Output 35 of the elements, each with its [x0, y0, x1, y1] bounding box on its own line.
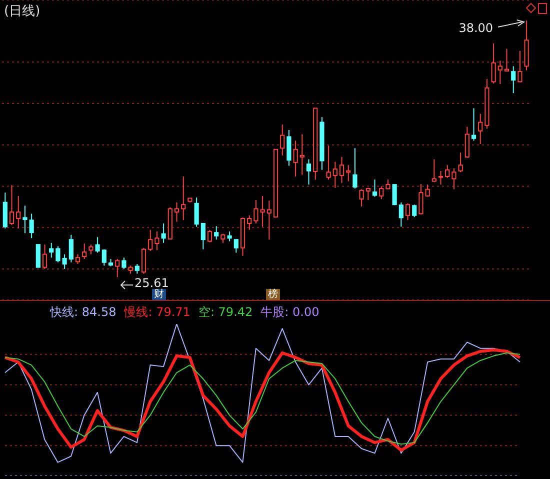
- text: 快线: 84.58: [50, 305, 116, 319]
- candlestick: [511, 66, 516, 94]
- candlestick: [332, 161, 338, 188]
- candlestick: [154, 231, 160, 251]
- annotation: 38.00: [458, 20, 494, 35]
- annotation: 财: [152, 289, 166, 300]
- candlestick: [161, 222, 166, 244]
- candlestick: [22, 205, 28, 234]
- candlestick: [293, 140, 298, 177]
- candlestick: [260, 195, 265, 228]
- candlestick: [478, 113, 483, 144]
- candlestick: [300, 134, 304, 176]
- candlestick: [518, 50, 522, 82]
- candlestick: [339, 156, 344, 184]
- candlestick: [16, 195, 21, 229]
- text: 牛股: 0.00: [260, 305, 320, 319]
- candlestick: [432, 158, 436, 182]
- candlestick: [418, 183, 424, 214]
- candlestick: [498, 60, 502, 84]
- text: 空: 79.42: [198, 305, 253, 319]
- candlestick: [346, 164, 351, 182]
- candlestick: [386, 179, 390, 190]
- candlestick: [286, 129, 292, 166]
- candlestick: [266, 200, 272, 240]
- candlestick: [438, 170, 444, 186]
- candlestick: [194, 197, 199, 228]
- candlestick: [181, 176, 186, 221]
- candlestick: [320, 116, 324, 170]
- text: 慢线: 79.71: [124, 305, 190, 319]
- candlestick: [280, 124, 285, 156]
- candlestick: [174, 202, 180, 222]
- candlestick: [524, 20, 529, 71]
- candlestick: [29, 213, 34, 239]
- chart-title: (日线): [4, 3, 40, 20]
- annotation: 榜: [266, 289, 280, 300]
